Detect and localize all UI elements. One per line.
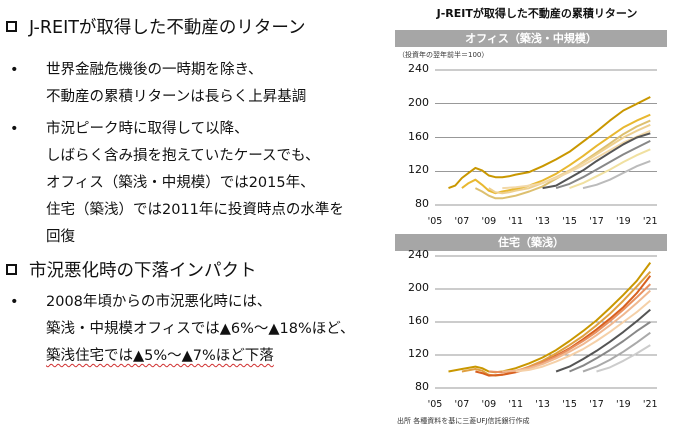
x-tick-label: '15: [562, 216, 577, 227]
series-line: 2014年取得: [555, 140, 651, 190]
bullet-line: 住宅（築浅）では2011年に投資時点の水準を: [46, 202, 344, 218]
x-tick-label: '19: [616, 399, 631, 410]
series-line: 2015年取得: [569, 148, 651, 190]
series-line: 2007年取得: [461, 113, 651, 195]
y-tick-label: 240: [408, 62, 429, 75]
source-note: 出所 各種資料を基に三菱UFJ信託銀行作成: [397, 417, 530, 425]
y-axis-note: （投資年の翌年前半＝100）: [398, 51, 489, 59]
x-tick-label: '19: [616, 216, 631, 227]
y-tick-label: 200: [408, 95, 429, 109]
x-tick-label: '09: [481, 216, 497, 227]
section-heading-returns: J-REITが取得した不動産のリターン: [6, 14, 306, 39]
y-tick-label: 80: [415, 380, 429, 393]
y-tick-label: 120: [408, 347, 429, 360]
x-tick-label: '21: [642, 399, 658, 410]
residential-panel-header: 住宅（築浅）: [395, 234, 667, 251]
series-line: 2010年取得: [502, 289, 651, 373]
bullet-line: オフィス（築浅・中規模）では2015年、: [46, 175, 315, 191]
series-line: 2013年取得: [542, 132, 651, 190]
series-line: 2006年取得: [448, 262, 652, 374]
series-line: 2010年取得: [502, 129, 651, 190]
series-line: 2011年取得: [515, 299, 651, 373]
residential-chart: 2006年取得2007年取得2008年取得2009年取得2010年取得2011年…: [435, 255, 657, 389]
x-tick-label: '13: [535, 399, 550, 410]
office-panel-header: オフィス（築浅・中規模）: [395, 30, 667, 47]
bullet-line: 2008年頃からの市況悪化時には、: [46, 294, 272, 310]
bullet-line: 築浅住宅では▲5%～▲7%ほど下落: [46, 348, 274, 364]
series-line: 2017年取得: [596, 344, 651, 373]
bullet-line: しばらく含み損を抱えていたケースでも、: [46, 148, 320, 164]
office-chart: 2006年取得2007年取得2008年取得2009年取得2010年取得2013年…: [435, 69, 657, 206]
x-tick-label: '11: [508, 399, 524, 410]
series-line: 2015年取得: [569, 321, 651, 373]
square-bullet-icon: [6, 21, 17, 32]
section-title: 市況悪化時の下落インパクト: [29, 261, 257, 281]
x-tick-label: '15: [562, 399, 577, 410]
x-tick-label: '07: [454, 399, 470, 410]
y-tick-label: 200: [408, 281, 429, 294]
bullet-line: 築浅・中規模オフィスでは▲6%～▲18%ほど、: [46, 321, 355, 337]
chart-column: J-REITが取得した不動産の累積リターン オフィス（築浅・中規模） （投資年の…: [395, 0, 679, 430]
x-tick-label: '13: [535, 216, 550, 227]
section-title: J-REITが取得した不動産のリターン: [29, 18, 306, 38]
bullet-dot-icon: •: [10, 294, 19, 310]
bullet-dot-icon: •: [10, 62, 19, 78]
x-tick-label: '07: [454, 216, 470, 227]
y-tick-label: 120: [408, 163, 429, 177]
x-tick-label: '09: [481, 399, 497, 410]
x-tick-label: '11: [508, 216, 524, 227]
x-tick-label: '05: [427, 399, 443, 410]
series-line: 2016年取得: [582, 331, 651, 373]
bullet-line: 市況ピーク時に取得して以降、: [46, 121, 249, 137]
y-tick-label: 80: [415, 197, 429, 210]
y-tick-label: 160: [408, 314, 429, 327]
bullet-line: 不動産の累積リターンは長らく上昇基調: [46, 89, 307, 105]
series-line: 2008年取得: [474, 119, 651, 200]
bullet-line: 世界金融危機後の一時期を除き、: [46, 62, 263, 78]
x-tick-label: '17: [589, 399, 604, 410]
series-line: 2016年取得: [582, 160, 651, 190]
series-line: 2007年取得: [461, 271, 652, 377]
y-tick-label: 240: [408, 248, 429, 261]
chart-title: J-REITが取得した不動産の累積リターン: [436, 7, 638, 20]
square-bullet-icon: [6, 264, 17, 275]
x-tick-label: '17: [589, 216, 604, 227]
x-tick-label: '05: [427, 216, 443, 227]
bullet-line: 回復: [46, 229, 75, 245]
text-column: J-REITが取得した不動産のリターン • 世界金融危機後の一時期を除き、 不動…: [6, 14, 355, 364]
series-line: 2006年取得: [448, 96, 651, 190]
x-tick-label: '21: [642, 216, 658, 227]
series-line: 2014年取得: [555, 308, 651, 373]
y-tick-label: 160: [408, 129, 429, 143]
bullet-dot-icon: •: [10, 121, 19, 137]
section-heading-downturn: 市況悪化時の下落インパクト: [6, 257, 257, 282]
